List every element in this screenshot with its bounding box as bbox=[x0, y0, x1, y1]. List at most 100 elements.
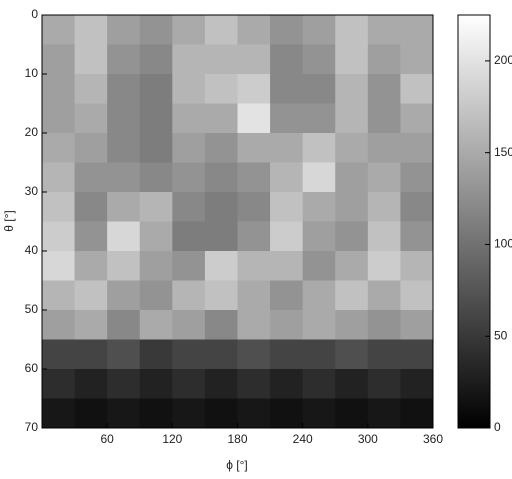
y-tick-label: 50 bbox=[25, 302, 39, 316]
heatmap-cell bbox=[74, 280, 108, 311]
heatmap-cell bbox=[270, 398, 304, 429]
heatmap-cell bbox=[367, 74, 401, 104]
heatmap-cell bbox=[42, 339, 76, 370]
y-axis-label: θ [°] bbox=[2, 210, 16, 231]
heatmap-cell bbox=[237, 133, 271, 163]
plot-area bbox=[42, 15, 434, 429]
heatmap-cell bbox=[237, 15, 271, 45]
heatmap-cell bbox=[335, 192, 369, 222]
heatmap-cell bbox=[42, 280, 76, 311]
heatmap-cell bbox=[42, 74, 76, 104]
heatmap-cell bbox=[74, 133, 108, 163]
heatmap-cell bbox=[107, 133, 141, 163]
heatmap-cell bbox=[172, 44, 206, 75]
heatmap-cell bbox=[400, 221, 434, 252]
heatmap-cell bbox=[42, 44, 76, 75]
heatmap-cell bbox=[237, 192, 271, 222]
heatmap-cell bbox=[172, 398, 206, 429]
heatmap-cell bbox=[139, 103, 173, 134]
heatmap-cell bbox=[302, 44, 336, 75]
heatmap-cell bbox=[270, 44, 304, 75]
heatmap-cell bbox=[302, 339, 336, 370]
heatmap-cell bbox=[335, 74, 369, 104]
heatmap-cell bbox=[74, 339, 108, 370]
heatmap-cell bbox=[74, 310, 108, 340]
heatmap-cell bbox=[400, 133, 434, 163]
heatmap-cell bbox=[107, 74, 141, 104]
heatmap-cell bbox=[74, 251, 108, 281]
heatmap-cell bbox=[367, 15, 401, 45]
heatmap-cell bbox=[400, 280, 434, 311]
heatmap-cell bbox=[107, 310, 141, 340]
heatmap-cell bbox=[42, 310, 76, 340]
heatmap-cell bbox=[42, 133, 76, 163]
heatmap-cell bbox=[107, 44, 141, 75]
heatmap-cell bbox=[139, 162, 173, 193]
heatmap-cell bbox=[400, 369, 434, 399]
heatmap-cell bbox=[302, 280, 336, 311]
heatmap-cell bbox=[74, 74, 108, 104]
heatmap-cell bbox=[400, 103, 434, 134]
heatmap-cell bbox=[204, 192, 238, 222]
heatmap-cell bbox=[107, 221, 141, 252]
heatmap-cell bbox=[237, 339, 271, 370]
heatmap-cell bbox=[237, 310, 271, 340]
heatmap-cell bbox=[302, 251, 336, 281]
colorbar bbox=[457, 14, 491, 429]
heatmap-cell bbox=[270, 133, 304, 163]
heatmap-cell bbox=[367, 310, 401, 340]
heatmap-cell bbox=[367, 221, 401, 252]
heatmap-cell bbox=[172, 310, 206, 340]
heatmap-cell bbox=[172, 221, 206, 252]
heatmap-cell bbox=[107, 339, 141, 370]
heatmap-cell bbox=[302, 103, 336, 134]
heatmap-cell bbox=[42, 251, 76, 281]
heatmap-cell bbox=[42, 221, 76, 252]
heatmap-cell bbox=[42, 103, 76, 134]
heatmap-cell bbox=[74, 369, 108, 399]
colorbar-tick-label: 200 bbox=[494, 53, 512, 67]
heatmap-cell bbox=[74, 44, 108, 75]
y-tick-label: 30 bbox=[25, 184, 39, 198]
heatmap-cell bbox=[204, 103, 238, 134]
heatmap-cell bbox=[204, 310, 238, 340]
heatmap-cell bbox=[367, 369, 401, 399]
heatmap-cell bbox=[237, 251, 271, 281]
heatmap-cell bbox=[42, 369, 76, 399]
heatmap-cell bbox=[204, 398, 238, 429]
heatmap-cell bbox=[107, 162, 141, 193]
heatmap-cell bbox=[42, 15, 76, 45]
heatmap-cell bbox=[139, 133, 173, 163]
heatmap-cell bbox=[302, 310, 336, 340]
y-tick-label: 10 bbox=[25, 66, 39, 80]
heatmap-cell bbox=[400, 15, 434, 45]
heatmap-cell bbox=[172, 15, 206, 45]
heatmap-cell bbox=[400, 44, 434, 75]
heatmap-cell bbox=[237, 221, 271, 252]
heatmap-cell bbox=[204, 133, 238, 163]
heatmap-cell bbox=[237, 398, 271, 429]
heatmap-cell bbox=[204, 221, 238, 252]
heatmap-cell bbox=[74, 15, 108, 45]
heatmap-cell bbox=[367, 398, 401, 429]
heatmap-cell bbox=[237, 280, 271, 311]
heatmap-cell bbox=[42, 162, 76, 193]
heatmap-cell bbox=[270, 74, 304, 104]
heatmap-cell bbox=[172, 74, 206, 104]
x-tick-label: 180 bbox=[227, 432, 247, 446]
colorbar-tick-label: 100 bbox=[494, 237, 512, 251]
heatmap-cell bbox=[172, 369, 206, 399]
heatmap-cell bbox=[302, 162, 336, 193]
heatmap-cell bbox=[204, 280, 238, 311]
heatmap-cell bbox=[302, 133, 336, 163]
heatmap-cell bbox=[400, 339, 434, 370]
heatmap-cell bbox=[400, 74, 434, 104]
heatmap-cell bbox=[237, 103, 271, 134]
heatmap-cell bbox=[335, 280, 369, 311]
heatmap-cell bbox=[204, 369, 238, 399]
heatmap-cell bbox=[335, 162, 369, 193]
heatmap-cell bbox=[139, 339, 173, 370]
heatmap-cell bbox=[367, 103, 401, 134]
heatmap-cell bbox=[237, 74, 271, 104]
heatmap-cell bbox=[270, 310, 304, 340]
